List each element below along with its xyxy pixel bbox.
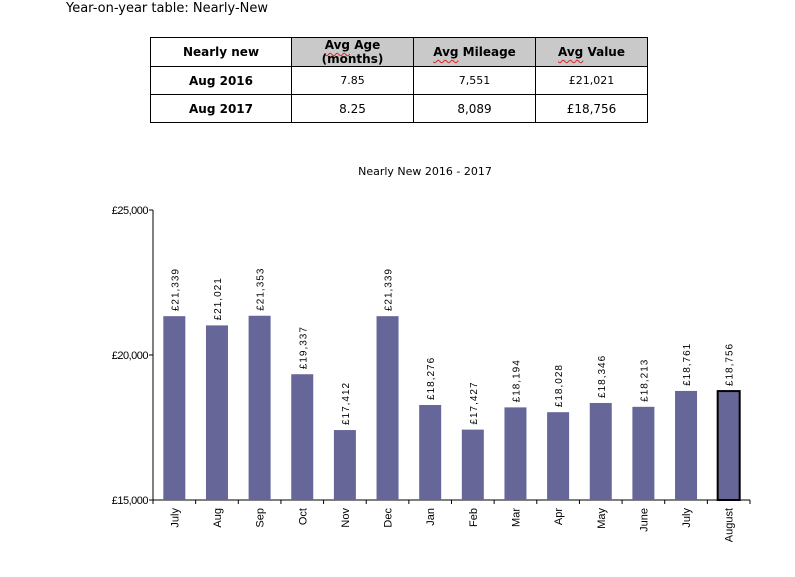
data-label: £18,276 — [426, 357, 437, 400]
bar — [632, 406, 655, 500]
x-tick-label: July — [681, 508, 693, 528]
data-label: £18,213 — [639, 359, 650, 402]
avg-mileage-cell: 8,089 — [413, 94, 536, 123]
bar — [461, 429, 484, 500]
bar — [675, 390, 698, 500]
x-tick-label: Mar — [510, 508, 522, 527]
avg-age-cell: 7.85 — [291, 66, 414, 95]
y-tick-label: £15,000 — [112, 495, 149, 507]
bar — [291, 374, 314, 500]
header-avg-age: Avg Age (months) — [291, 37, 414, 67]
x-tick-label: August — [724, 508, 736, 542]
header-avg-value: Avg Value — [535, 37, 648, 67]
header-avg-value-label: Avg Value — [558, 45, 625, 59]
x-tick-label: Jan — [425, 508, 437, 526]
data-label: £18,194 — [511, 359, 522, 402]
data-label: £21,021 — [213, 277, 224, 320]
header-avg-mileage: Avg Mileage — [413, 37, 536, 67]
bar — [376, 316, 399, 500]
data-label: £18,028 — [554, 364, 565, 407]
x-tick-label: Feb — [468, 508, 480, 527]
bar — [716, 390, 741, 501]
data-label: £17,427 — [469, 381, 480, 424]
x-tick-label: Apr — [553, 508, 565, 525]
data-label: £17,412 — [341, 382, 352, 425]
table-row: Aug 2016 7.85 7,551 £21,021 — [150, 66, 648, 95]
avg-mileage-cell: 7,551 — [413, 66, 536, 95]
bar — [205, 325, 228, 500]
x-tick-label: Aug — [212, 508, 224, 528]
x-tick-label: May — [596, 508, 608, 529]
table-header-row: Nearly new Avg Age (months) Avg Mileage … — [150, 37, 648, 67]
header-avg-mileage-label: Avg Mileage — [433, 45, 516, 59]
bar — [333, 430, 356, 500]
x-tick-label: Nov — [340, 508, 352, 528]
bar — [248, 315, 271, 500]
data-label: £18,761 — [682, 343, 693, 386]
bar — [547, 412, 570, 500]
data-label: £21,353 — [256, 268, 267, 311]
chart-title: Nearly New 2016 - 2017 — [358, 165, 492, 178]
header-avg-age-label: Avg Age (months) — [321, 38, 384, 66]
avg-value-cell: £18,756 — [535, 94, 648, 123]
avg-age-cell: 8.25 — [291, 94, 414, 123]
x-tick-label: Dec — [383, 508, 395, 528]
x-tick-label: July — [169, 508, 181, 528]
y-tick-label: £25,000 — [112, 205, 149, 217]
x-tick-label: Sep — [255, 508, 267, 528]
data-label: £18,346 — [597, 355, 608, 398]
bar — [589, 402, 612, 500]
bar — [419, 404, 442, 500]
bar — [504, 407, 527, 500]
page-title: Year-on-year table: Nearly-New — [66, 1, 269, 16]
data-label: £21,339 — [384, 268, 395, 311]
y-tick-label: £20,000 — [112, 350, 149, 362]
row-label: Aug 2017 — [150, 94, 292, 123]
year-on-year-table: Nearly new Avg Age (months) Avg Mileage … — [150, 37, 648, 123]
table-row: Aug 2017 8.25 8,089 £18,756 — [150, 94, 648, 123]
x-tick-label: June — [638, 508, 650, 532]
data-label: £19,337 — [298, 326, 309, 369]
bar — [163, 316, 186, 500]
data-label: £18,756 — [725, 343, 736, 386]
x-tick-label: Oct — [297, 508, 309, 525]
data-label: £21,339 — [170, 268, 181, 311]
